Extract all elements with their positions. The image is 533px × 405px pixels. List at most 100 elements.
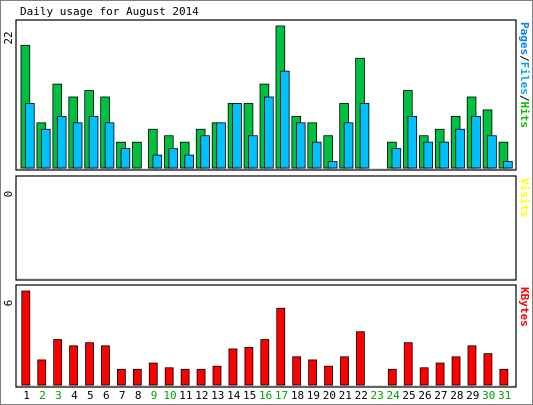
hits-files-panel-side-label-part: /: [518, 55, 531, 62]
x-tick-label: 13: [211, 389, 224, 402]
kbytes-panel-kbytes-bar: [340, 356, 349, 386]
hits-files-panel-files-bar: [359, 103, 370, 169]
chart-title: Daily usage for August 2014: [20, 5, 199, 18]
hits-files-panel-files-bar: [311, 141, 322, 169]
visits-panel-ymax-label: 0: [2, 191, 15, 198]
kbytes-panel-kbytes-bar: [435, 362, 445, 386]
x-tick-label: 1: [23, 389, 30, 402]
x-tick-label: 4: [71, 389, 78, 402]
x-tick-label: 9: [151, 389, 158, 402]
visits-panel-side-label: Visits: [518, 178, 531, 218]
x-tick-label: 23: [371, 389, 384, 402]
x-tick-label: 25: [402, 389, 415, 402]
kbytes-panel-kbytes-bar: [69, 345, 78, 386]
hits-files-panel-files-bar: [168, 148, 179, 169]
x-tick-label: 7: [119, 389, 126, 402]
kbytes-panel-kbytes-bar: [228, 348, 238, 386]
kbytes-panel-kbytes-bar: [244, 346, 254, 386]
hits-files-panel-files-bar: [455, 128, 465, 169]
x-tick-label: 2: [39, 389, 46, 402]
hits-files-panel-files-bar: [56, 115, 67, 169]
hits-files-panel-files-bar: [104, 122, 115, 169]
x-tick-label: 3: [55, 389, 62, 402]
kbytes-panel-side-label-part: KBytes: [518, 287, 531, 327]
kbytes-panel-kbytes-bar: [324, 365, 333, 386]
x-tick-label: 21: [339, 389, 352, 402]
hits-files-panel-files-bar: [439, 141, 449, 169]
hits-files-panel-files-bar: [280, 70, 290, 169]
x-tick-label: 6: [103, 389, 110, 402]
x-tick-label: 16: [259, 389, 272, 402]
hits-files-panel-files-bar: [216, 122, 226, 169]
kbytes-panel-kbytes-bar: [101, 345, 110, 386]
x-tick-label: 24: [386, 389, 400, 402]
hits-files-panel-files-bar: [200, 135, 210, 169]
hits-files-panel-files-bar: [471, 115, 481, 169]
x-tick-label: 17: [275, 389, 288, 402]
visits-panel-side-label-part: Visits: [518, 178, 531, 218]
hits-files-panel-files-bar: [232, 103, 242, 169]
kbytes-panel-kbytes-bar: [180, 368, 190, 386]
kbytes-panel-ymax-label: 6: [2, 300, 15, 307]
kbytes-panel-kbytes-bar: [308, 359, 318, 386]
hits-files-panel-files-bar: [152, 154, 163, 169]
visits-panel-frame: [15, 175, 517, 281]
x-tick-label: 22: [355, 389, 368, 402]
hits-files-panel-files-bar: [423, 141, 434, 169]
hits-files-panel-side-label: Pages/Files/Hits: [518, 22, 531, 128]
kbytes-panel-kbytes-bar: [85, 342, 94, 386]
hits-files-panel-files-bar: [88, 115, 99, 169]
hits-files-panel-files-bar: [327, 161, 338, 169]
kbytes-panel-kbytes-bar: [260, 339, 270, 386]
x-tick-label: 30: [482, 389, 495, 402]
hits-files-panel-files-bar: [184, 154, 194, 169]
kbytes-panel-kbytes-bar: [117, 368, 126, 386]
kbytes-panel-side-label: KBytes: [518, 287, 531, 327]
hits-files-panel-files-bar: [25, 103, 35, 169]
x-tick-label: 31: [498, 389, 511, 402]
hits-files-panel-files-bar: [487, 135, 497, 169]
hits-files-panel-side-label-part: Pages: [518, 22, 531, 55]
kbytes-panel-kbytes-bar: [467, 345, 477, 386]
x-tick-label: 20: [323, 389, 336, 402]
hits-files-panel-side-label-part: /: [518, 95, 531, 102]
hits-files-panel-files-bar: [248, 135, 258, 169]
hits-files-panel-files-bar: [72, 122, 83, 169]
kbytes-panel-kbytes-bar: [212, 365, 222, 386]
hits-files-panel-hits-bar: [132, 141, 142, 169]
kbytes-panel-kbytes-bar: [356, 331, 365, 386]
hits-files-panel-files-bar: [40, 128, 51, 169]
kbytes-panel-kbytes-bar: [196, 368, 206, 386]
hits-files-panel-files-bar: [295, 122, 306, 169]
x-tick-label: 27: [434, 389, 447, 402]
hits-files-panel-files-bar: [264, 96, 274, 169]
x-tick-label: 19: [307, 389, 320, 402]
x-tick-label: 29: [466, 389, 479, 402]
kbytes-panel-kbytes-bar: [499, 368, 509, 386]
kbytes-panel-kbytes-bar: [21, 290, 31, 386]
hits-files-panel-files-bar: [407, 115, 418, 169]
kbytes-panel-kbytes-bar: [292, 356, 302, 386]
kbytes-panel-kbytes-bar: [483, 353, 493, 386]
kbytes-panel-kbytes-bar: [276, 307, 286, 386]
hits-files-panel-ymax-label: 22: [2, 31, 15, 44]
x-tick-label: 15: [243, 389, 256, 402]
hits-files-panel-files-bar: [343, 122, 354, 169]
x-tick-label: 14: [227, 389, 241, 402]
x-tick-label: 11: [179, 389, 192, 402]
x-tick-label: 5: [87, 389, 94, 402]
kbytes-panel-kbytes-bar: [164, 367, 174, 386]
kbytes-panel-kbytes-bar: [37, 359, 47, 386]
hits-files-panel-side-label-part: Hits: [518, 102, 531, 129]
kbytes-panel-kbytes-bar: [451, 356, 461, 386]
kbytes-panel-kbytes-bar: [148, 362, 158, 386]
kbytes-panel-kbytes-bar: [132, 368, 142, 386]
kbytes-panel-kbytes-bar: [53, 339, 63, 386]
x-tick-label: 28: [450, 389, 463, 402]
hits-files-panel-files-bar: [391, 148, 402, 169]
x-tick-label: 26: [418, 389, 431, 402]
x-tick-label: 8: [135, 389, 142, 402]
hits-files-panel-side-label-part: Files: [518, 62, 531, 95]
